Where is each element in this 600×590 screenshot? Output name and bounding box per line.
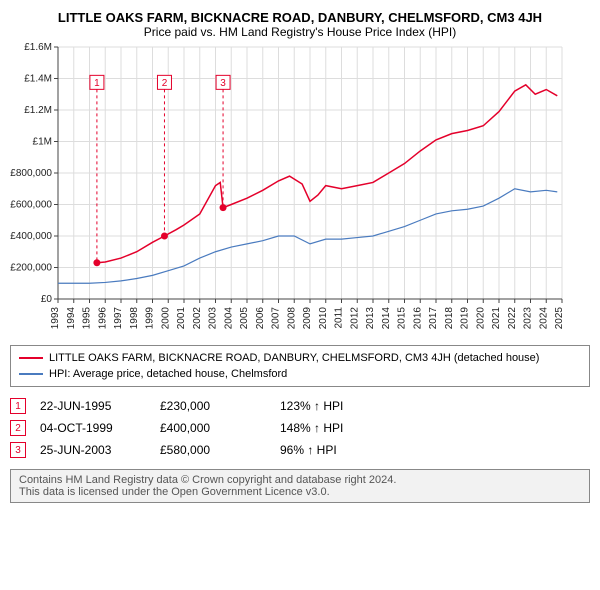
sale-pct: 96% ↑ HPI (280, 443, 360, 457)
page-title: LITTLE OAKS FARM, BICKNACRE ROAD, DANBUR… (10, 10, 590, 25)
legend-item: HPI: Average price, detached house, Chel… (19, 366, 581, 382)
sale-price: £400,000 (160, 421, 280, 435)
x-tick-label: 2009 (302, 307, 313, 330)
sale-row-badge: 1 (10, 398, 26, 414)
y-tick-label: £1.2M (24, 105, 52, 116)
x-tick-label: 1999 (145, 307, 156, 330)
sale-price: £580,000 (160, 443, 280, 457)
x-tick-label: 2020 (475, 307, 486, 330)
page-subtitle: Price paid vs. HM Land Registry's House … (10, 25, 590, 39)
x-tick-label: 2012 (349, 307, 360, 330)
y-tick-label: £600,000 (10, 200, 52, 211)
x-tick-label: 2007 (271, 307, 282, 330)
price-chart: £0 £200,000 £400,000 £600,000 £800,000 £1M £1.… (10, 39, 590, 339)
legend: LITTLE OAKS FARM, BICKNACRE ROAD, DANBUR… (10, 345, 590, 387)
sale-point (93, 259, 100, 266)
x-tick-label: 2018 (444, 307, 455, 330)
x-tick-label: 2002 (192, 307, 203, 330)
x-tick-label: 2006 (255, 307, 266, 330)
y-tick-label: £1M (33, 137, 52, 148)
x-tick-label: 2004 (223, 307, 234, 330)
sale-row: 3 25-JUN-2003£580,00096% ↑ HPI (10, 439, 590, 461)
y-tick-label: £400,000 (10, 231, 52, 242)
x-tick-label: 2025 (554, 307, 565, 330)
x-tick-label: 1994 (66, 307, 77, 330)
x-tick-label: 2015 (397, 307, 408, 330)
x-tick-label: 2016 (412, 307, 423, 330)
sale-row-badge: 2 (10, 420, 26, 436)
y-tick-label: £200,000 (10, 263, 52, 274)
y-tick-label: £0 (41, 294, 53, 305)
x-tick-label: 2003 (208, 307, 219, 330)
x-tick-label: 2010 (318, 307, 329, 330)
sale-badge-number: 3 (220, 78, 226, 89)
sale-date: 25-JUN-2003 (40, 443, 160, 457)
sale-date: 22-JUN-1995 (40, 399, 160, 413)
sale-badge-number: 1 (94, 78, 100, 89)
chart-svg: £0 £200,000 £400,000 £600,000 £800,000 £1M £1.… (10, 39, 570, 339)
y-tick-label: £1.6M (24, 42, 52, 53)
sale-row: 1 22-JUN-1995£230,000123% ↑ HPI (10, 395, 590, 417)
x-tick-label: 2022 (507, 307, 518, 330)
x-tick-label: 1996 (97, 307, 108, 330)
sale-row: 2 04-OCT-1999£400,000148% ↑ HPI (10, 417, 590, 439)
x-tick-label: 1993 (50, 307, 61, 330)
x-tick-label: 1997 (113, 307, 124, 330)
legend-label: HPI: Average price, detached house, Chel… (49, 368, 287, 380)
y-tick-label: £1.4M (24, 74, 52, 85)
sales-table: 1 22-JUN-1995£230,000123% ↑ HPI 2 04-OCT-19… (10, 395, 590, 461)
x-tick-label: 2019 (460, 307, 471, 330)
sale-badge-number: 2 (162, 78, 168, 89)
sale-pct: 123% ↑ HPI (280, 399, 360, 413)
x-tick-label: 2011 (334, 307, 345, 329)
x-tick-label: 2023 (523, 307, 534, 330)
footer-licence: Contains HM Land Registry data © Crown c… (10, 469, 590, 503)
x-tick-label: 1995 (82, 307, 93, 330)
x-tick-label: 1998 (129, 307, 140, 330)
x-tick-label: 2005 (239, 307, 250, 330)
sale-point (220, 204, 227, 211)
sale-point (161, 233, 168, 240)
legend-swatch (19, 373, 43, 375)
x-tick-label: 2008 (286, 307, 297, 330)
legend-item: LITTLE OAKS FARM, BICKNACRE ROAD, DANBUR… (19, 350, 581, 366)
legend-swatch (19, 357, 43, 359)
y-tick-label: £800,000 (10, 168, 52, 179)
x-tick-label: 2001 (176, 307, 187, 330)
footer-line-1: Contains HM Land Registry data © Crown c… (19, 474, 581, 486)
x-tick-label: 2024 (538, 307, 549, 330)
sale-date: 04-OCT-1999 (40, 421, 160, 435)
legend-label: LITTLE OAKS FARM, BICKNACRE ROAD, DANBUR… (49, 352, 539, 364)
sale-pct: 148% ↑ HPI (280, 421, 360, 435)
x-tick-label: 2000 (160, 307, 171, 330)
sale-price: £230,000 (160, 399, 280, 413)
x-tick-label: 2013 (365, 307, 376, 330)
footer-line-2: This data is licensed under the Open Gov… (19, 486, 581, 498)
x-tick-label: 2021 (491, 307, 502, 330)
x-tick-label: 2014 (381, 307, 392, 330)
sale-row-badge: 3 (10, 442, 26, 458)
x-tick-label: 2017 (428, 307, 439, 330)
